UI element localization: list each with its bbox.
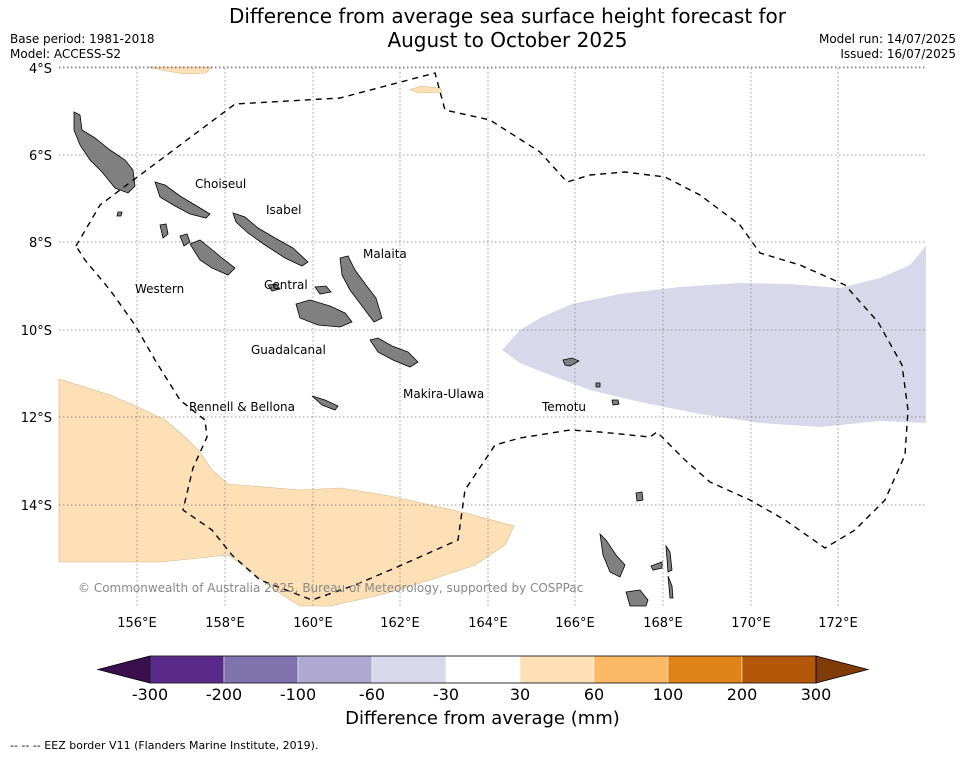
graticule <box>59 67 926 606</box>
island-florida <box>314 285 332 295</box>
region-label-western: Western <box>135 282 184 296</box>
island-russell <box>267 283 281 292</box>
lon-label: 156°E <box>117 616 157 631</box>
lon-label: 172°E <box>818 616 858 631</box>
island-isabel <box>232 212 309 267</box>
island-shortland <box>116 211 123 217</box>
island-new-georgia <box>189 239 236 276</box>
island-vanikoro <box>611 399 620 406</box>
model-name-text: Model: ACCESS-S2 <box>10 47 122 61</box>
island-makira <box>369 337 419 368</box>
region-label-malaita: Malaita <box>363 247 407 261</box>
base-period-text: Base period: 1981-2018 <box>10 32 155 46</box>
colorbar-tick-label: 200 <box>727 685 758 704</box>
model-run-text: Model run: 14/07/2025 <box>818 32 956 46</box>
region-label-central: Central <box>264 278 308 292</box>
region-label-choiseul: Choiseul <box>195 177 246 191</box>
colorbar-segment <box>445 655 521 684</box>
colorbar-extend-high <box>815 655 870 684</box>
colorbar-tick-label: 300 <box>801 685 832 704</box>
island-malaita <box>339 255 383 323</box>
island-guadalcanal <box>295 299 353 328</box>
lon-label: 162°E <box>380 616 420 631</box>
colorbar-tick-label: -300 <box>132 685 168 704</box>
colorbar-segment <box>223 655 299 684</box>
island-utupua <box>595 382 601 388</box>
colorbar-segment <box>297 655 373 684</box>
colorbar-segment <box>149 655 225 684</box>
title-line-2: August to October 2025 <box>387 28 628 52</box>
island-santa-cruz <box>562 357 580 367</box>
lon-label: 160°E <box>293 616 333 631</box>
map-title: Difference from average sea surface heig… <box>200 4 815 52</box>
island-kolombangara <box>179 233 191 247</box>
lat-label: 4°S <box>29 62 52 77</box>
island-rennell <box>311 395 339 411</box>
lat-label: 14°S <box>21 499 52 514</box>
island-maewo <box>665 544 673 573</box>
colorbar-segment <box>741 655 817 684</box>
island-vella-lavella <box>159 223 169 239</box>
lon-label: 168°E <box>643 616 683 631</box>
anomaly-layer <box>58 66 926 607</box>
island-espiritu-santo <box>599 532 626 578</box>
eez-footnote: -- -- -- EEZ border V11 (Flanders Marine… <box>10 739 319 752</box>
run-info: Model run: 14/07/2025 Issued: 16/07/2025 <box>819 32 956 62</box>
latitude-labels: 4°S 6°S 8°S 10°S 12°S 14°S <box>21 62 52 514</box>
longitude-labels: 156°E 158°E 160°E 162°E 164°E 166°E 168°… <box>117 616 858 631</box>
region-label-guadalcanal: Guadalcanal <box>251 343 326 357</box>
island-torres <box>635 491 644 502</box>
lat-label: 12°S <box>21 411 52 426</box>
island-choiseul <box>154 181 211 219</box>
island-bougainville <box>73 111 136 194</box>
colorbar-title: Difference from average (mm) <box>345 708 620 729</box>
colorbar-tick-label: 100 <box>653 685 684 704</box>
colorbar-segment <box>371 655 447 684</box>
islands <box>73 111 674 607</box>
region-label-isabel: Isabel <box>266 203 301 217</box>
lat-label: 6°S <box>29 149 52 164</box>
positive-anomaly-north <box>147 66 213 75</box>
province-labels: Choiseul Isabel Malaita Western Central … <box>135 177 586 414</box>
negative-anomaly-east <box>502 246 926 427</box>
lon-label: 164°E <box>468 616 508 631</box>
island-ambae <box>650 561 663 571</box>
colorbar-segment <box>667 655 743 684</box>
colorbar-tick-label: 60 <box>584 685 604 704</box>
colorbar: -300 -200 -100 -60 -30 30 60 100 200 300 <box>96 655 870 704</box>
copyright-notice: © Commonwealth of Australia 2025, Bureau… <box>78 581 583 595</box>
island-malekula <box>625 589 649 607</box>
lat-label: 8°S <box>29 236 52 251</box>
colorbar-tick-label: -100 <box>280 685 316 704</box>
issued-date-text: Issued: 16/07/2025 <box>840 47 956 61</box>
colorbar-tick-label: -30 <box>433 685 459 704</box>
colorbar-frame <box>149 655 817 684</box>
lat-label: 10°S <box>21 324 52 339</box>
region-label-makira-ulawa: Makira-Ulawa <box>403 387 484 401</box>
model-info: Base period: 1981-2018 Model: ACCESS-S2 <box>10 32 155 62</box>
colorbar-tick-label: -200 <box>206 685 242 704</box>
colorbar-tick-label: 30 <box>510 685 530 704</box>
colorbar-tick-label: -60 <box>359 685 385 704</box>
region-label-rennell-bellona: Rennell & Bellona <box>189 400 295 414</box>
colorbar-segment <box>593 655 669 684</box>
island-pentecost <box>667 575 674 599</box>
eez-border <box>75 72 909 601</box>
lon-label: 170°E <box>731 616 771 631</box>
lon-label: 158°E <box>205 616 245 631</box>
positive-anomaly-north-small <box>409 85 443 94</box>
region-label-temotu: Temotu <box>541 400 586 414</box>
lon-label: 166°E <box>555 616 595 631</box>
title-line-1: Difference from average sea surface heig… <box>228 4 787 28</box>
colorbar-extend-low <box>96 655 151 684</box>
colorbar-segment <box>519 655 595 684</box>
